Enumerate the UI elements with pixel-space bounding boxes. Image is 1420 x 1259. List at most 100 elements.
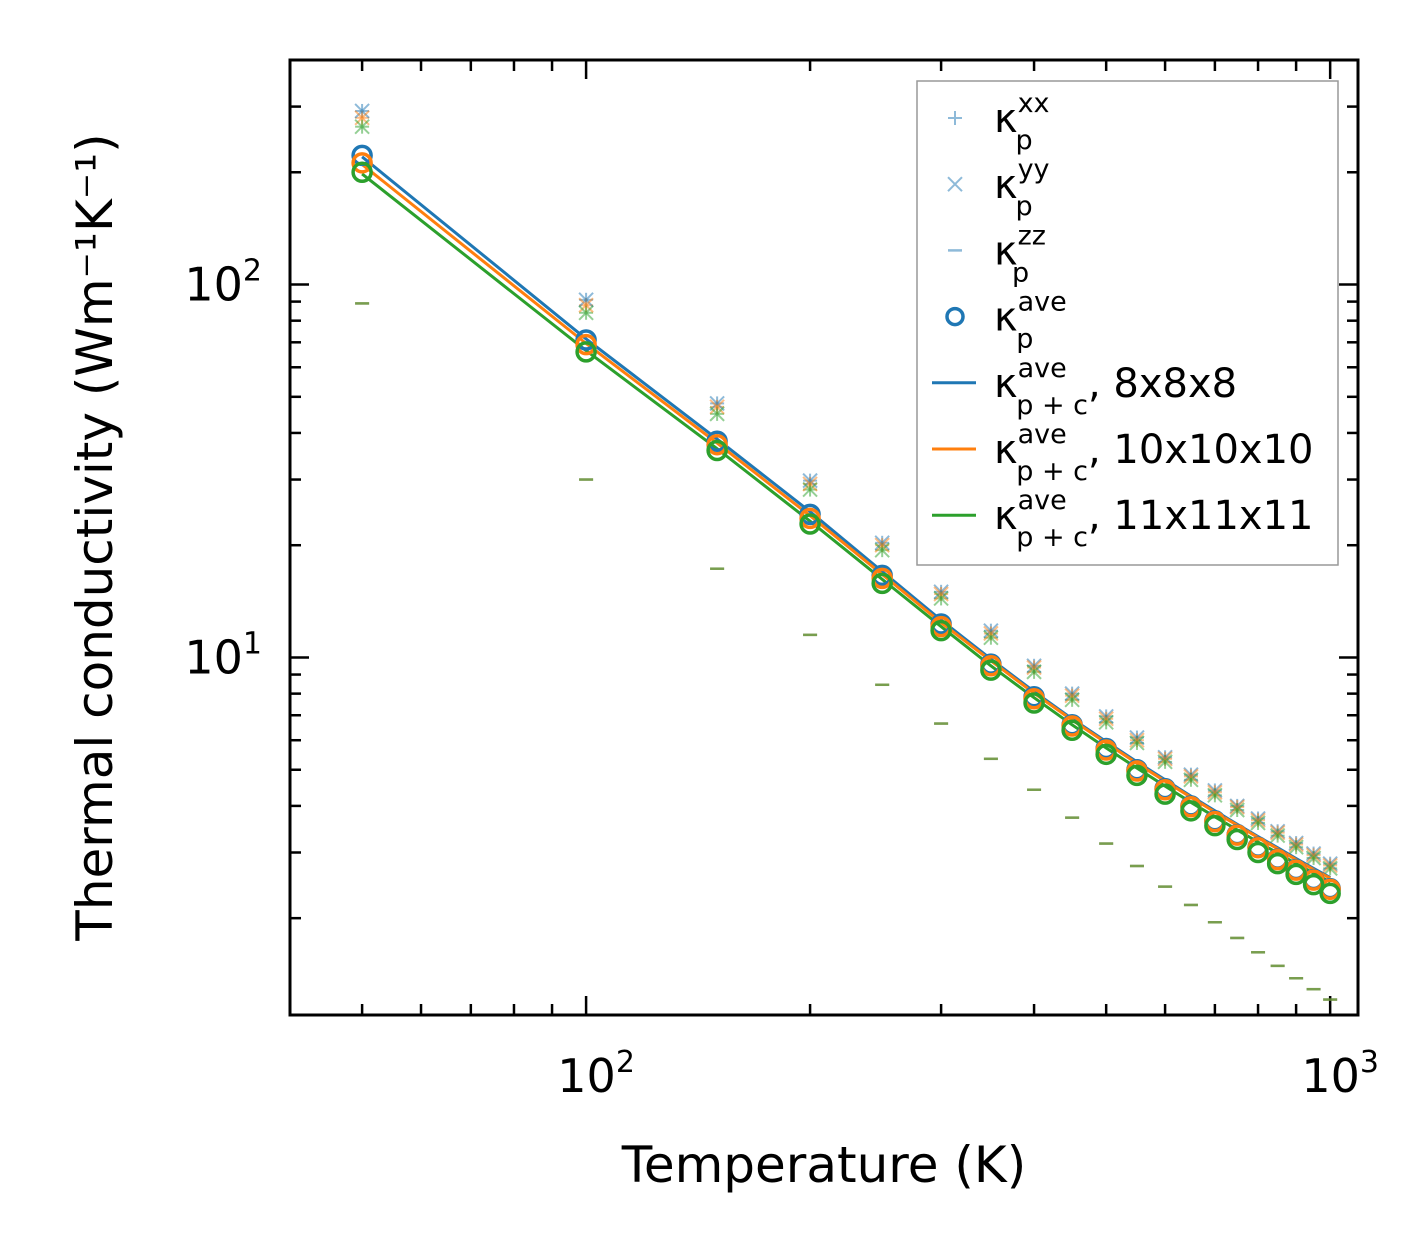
x-b	[1157, 751, 1173, 767]
data-point	[1226, 828, 1248, 851]
data-point	[1023, 692, 1045, 714]
legend-marker	[948, 111, 962, 125]
data-point	[980, 659, 1002, 681]
series-hline-grid-2	[355, 302, 1338, 1001]
x-b	[1250, 815, 1266, 831]
axis-ticks	[290, 60, 1358, 1015]
series-line	[361, 163, 1331, 880]
x-b	[1305, 850, 1322, 866]
x-b	[354, 103, 370, 119]
data-point	[1285, 863, 1307, 886]
data-point	[1269, 823, 1286, 839]
tick-exponent: 2	[616, 1045, 635, 1080]
legend-main: κ	[994, 96, 1018, 142]
data-point	[1288, 839, 1304, 855]
data-point	[1204, 814, 1226, 837]
data-point	[1180, 800, 1202, 822]
data-point	[578, 305, 594, 321]
data-point	[1207, 787, 1223, 804]
x-b	[1250, 812, 1266, 828]
legend-subscript: p + c	[1016, 522, 1088, 553]
x-b	[578, 305, 594, 321]
legend-marker	[945, 306, 965, 327]
series-x-grid-1	[354, 110, 1338, 874]
x-b	[874, 537, 890, 553]
legend-label: κave p + c, 11x11x11	[994, 485, 1313, 553]
x-b	[983, 622, 999, 639]
y-tick-label: 102	[184, 254, 262, 312]
data-point	[1183, 772, 1199, 788]
x-b	[933, 586, 949, 602]
data-point	[1098, 714, 1114, 731]
data-point	[1302, 873, 1325, 896]
x-b	[1098, 708, 1114, 725]
data-point	[1229, 802, 1245, 818]
data-point	[983, 625, 999, 642]
legend-label: κave p	[994, 287, 1067, 355]
data-point	[933, 586, 949, 602]
legend-suffix: , 11x11x11	[1088, 493, 1313, 539]
x-b	[1064, 692, 1080, 708]
x-b	[1229, 799, 1245, 815]
x-b	[709, 399, 725, 415]
x-b	[1026, 659, 1042, 676]
data-point	[575, 333, 597, 356]
legend-label: κzz p	[994, 220, 1046, 288]
data-point	[1229, 799, 1245, 815]
x-b	[1305, 845, 1322, 862]
data-point	[354, 103, 370, 119]
x-b	[1098, 714, 1114, 731]
x-b	[1288, 835, 1304, 851]
x-b	[947, 176, 963, 192]
x-b	[874, 535, 890, 551]
data-point	[578, 292, 594, 308]
data-point	[1098, 711, 1114, 727]
data-point	[802, 476, 818, 492]
x-b	[1269, 824, 1286, 841]
x-b	[1098, 711, 1114, 727]
data-point	[1026, 664, 1042, 680]
legend-superscript: zz	[1018, 220, 1046, 251]
data-point	[930, 619, 952, 642]
legend-box	[916, 80, 1339, 566]
legend-entry: κxx p	[948, 88, 1050, 156]
legend-label: κave p + c, 8x8x8	[994, 353, 1237, 421]
data-point	[1250, 815, 1266, 831]
data-point	[1183, 768, 1199, 785]
legend-subscript: p + c	[1016, 390, 1088, 421]
data-point	[1026, 658, 1042, 674]
legend-superscript: yy	[1018, 154, 1050, 185]
x-b	[802, 481, 818, 498]
tick-base: 10	[1301, 1049, 1360, 1103]
data-point	[1305, 850, 1322, 866]
legend-main: κ	[994, 162, 1018, 208]
x-b	[1305, 847, 1322, 863]
data-point	[1157, 754, 1173, 770]
data-point	[1129, 735, 1145, 751]
x-b	[578, 292, 594, 308]
x-b	[983, 629, 999, 646]
data-point	[983, 622, 999, 639]
x-b	[1064, 685, 1080, 702]
tick-exponent: 3	[1360, 1045, 1379, 1080]
legend-main: κ	[994, 427, 1018, 473]
legend-subscript: p	[1016, 125, 1033, 156]
legend-superscript: xx	[1018, 88, 1050, 119]
legend-superscript: ave	[1018, 353, 1067, 384]
legend-suffix: , 10x10x10	[1088, 427, 1313, 473]
data-point	[874, 537, 890, 553]
x-b	[1064, 687, 1080, 704]
data-point	[1129, 729, 1145, 746]
x-b	[1288, 839, 1304, 855]
plot-data	[351, 103, 1341, 1001]
x-b	[1026, 658, 1042, 674]
data-point	[1322, 857, 1338, 874]
x-b	[1250, 810, 1266, 827]
data-point	[799, 513, 821, 535]
legend-subscript: p	[1016, 324, 1033, 355]
data-point	[1095, 743, 1117, 766]
data-point	[578, 297, 594, 313]
